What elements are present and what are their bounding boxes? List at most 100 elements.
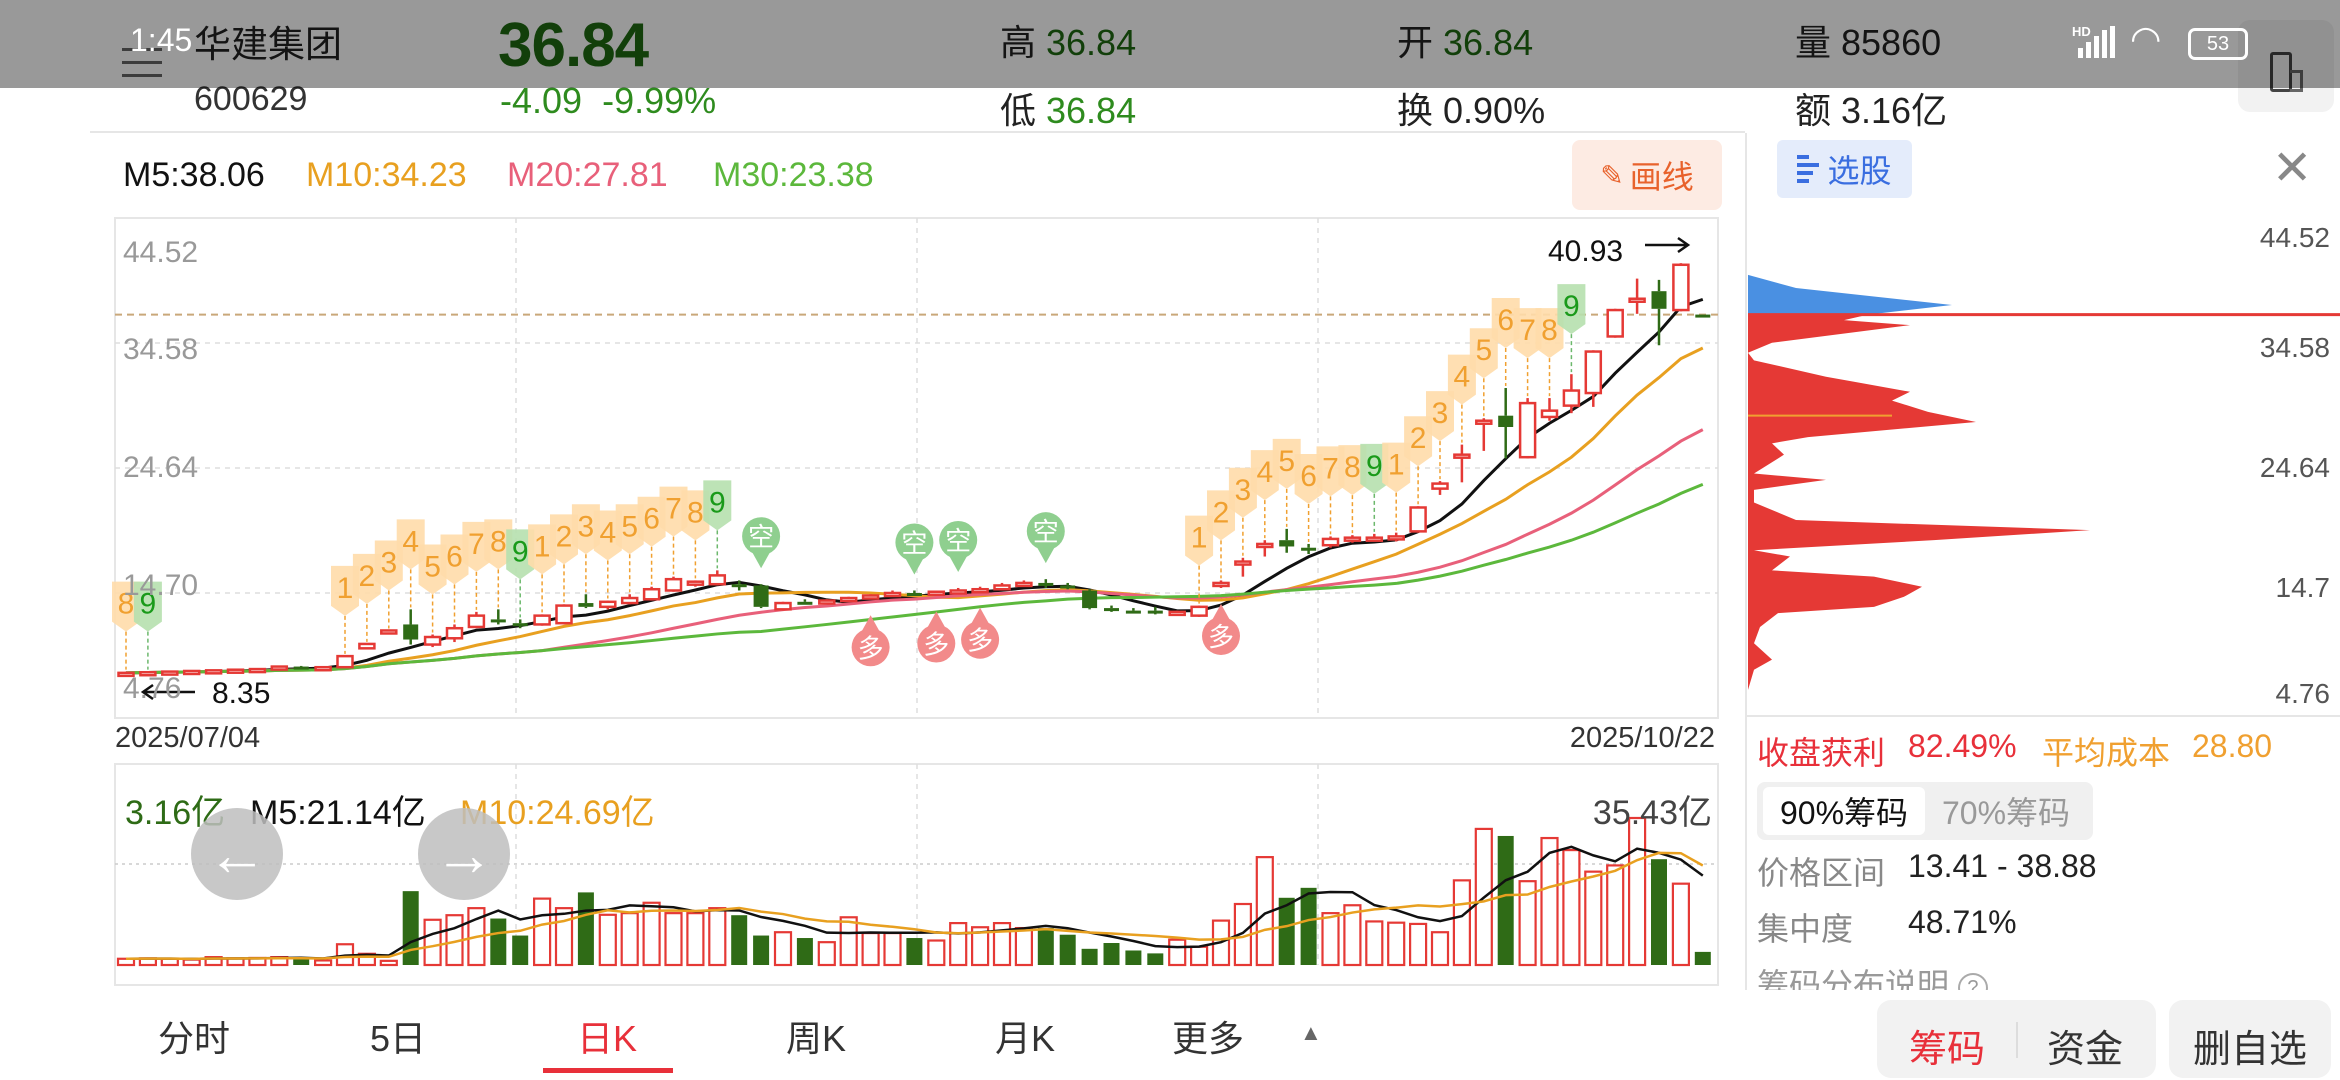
td-count-label: 9 xyxy=(709,486,726,519)
chip-y-tick: 4.76 xyxy=(2275,678,2331,709)
change-value: -4.09 xyxy=(500,80,583,121)
candle xyxy=(1104,605,1119,612)
td-count-label: 2 xyxy=(1410,422,1427,455)
volume-bar xyxy=(1562,848,1581,967)
rotate-screen-button[interactable] xyxy=(2238,20,2334,112)
stock-pick-button[interactable]: 选股 xyxy=(1777,140,1912,198)
volume-bar xyxy=(642,901,661,967)
signal-pin xyxy=(948,553,969,572)
candle xyxy=(1147,606,1163,615)
y-tick: 4.76 xyxy=(123,672,182,705)
candle xyxy=(117,671,135,678)
tab-70-chip[interactable]: 70%筹码 xyxy=(1941,795,2071,831)
candle xyxy=(1409,506,1427,533)
quote-amount: 额 3.16亿 xyxy=(1795,82,1947,134)
profit-label: 收盘获利 xyxy=(1757,735,1886,771)
volume-bar xyxy=(817,941,836,967)
candle xyxy=(1125,608,1141,614)
volume-bar xyxy=(839,916,858,967)
candle xyxy=(1475,418,1493,451)
tab-monthly-k[interactable]: 月K xyxy=(994,1018,1056,1059)
signal-pin xyxy=(1211,603,1231,622)
draw-line-button[interactable]: ✎ 画线 xyxy=(1572,140,1722,210)
td-badge xyxy=(1338,445,1367,496)
quote-value: 85860 xyxy=(1841,22,1942,63)
candle-body xyxy=(971,587,989,594)
tab-more[interactable]: 更多 xyxy=(1171,1018,1245,1059)
volume-bar xyxy=(1651,859,1667,965)
volume-bar xyxy=(1037,928,1054,965)
candle xyxy=(1343,535,1362,543)
candle-body xyxy=(1015,581,1033,588)
status-bar xyxy=(0,0,2340,88)
candle xyxy=(1540,398,1559,421)
pencil-icon: ✎ xyxy=(1600,159,1624,191)
bullish-signal xyxy=(961,620,1000,659)
volume-bar xyxy=(731,915,748,965)
td-badge xyxy=(528,524,557,575)
list-icon xyxy=(1797,155,1820,183)
caret-up-icon[interactable]: ▲ xyxy=(1300,1020,1322,1045)
volume-bar xyxy=(1408,922,1428,967)
td-badge xyxy=(374,540,403,591)
tab-5day[interactable]: 5日 xyxy=(369,1018,427,1059)
candle xyxy=(642,586,661,601)
td-count-label: 1 xyxy=(1388,449,1405,482)
candle xyxy=(161,670,179,676)
candle-body xyxy=(403,624,419,640)
candle xyxy=(1321,536,1340,548)
candle xyxy=(182,669,201,676)
candle xyxy=(753,584,769,609)
bearish-signal xyxy=(895,523,934,562)
volume-bar xyxy=(532,897,552,967)
candle-body xyxy=(555,604,573,625)
tab-weekly-k[interactable]: 周K xyxy=(785,1018,847,1059)
quote-value: 36.84 xyxy=(1046,22,1137,63)
candle xyxy=(380,629,398,635)
tab-daily-k[interactable]: 日K xyxy=(576,1018,638,1059)
td-count-label: 5 xyxy=(424,550,441,583)
volume-bar xyxy=(1606,864,1625,967)
avg-cost-value: 28.80 xyxy=(2192,728,2273,764)
volume-bar xyxy=(949,921,968,967)
candle xyxy=(204,669,223,675)
td-badge xyxy=(396,519,425,570)
wifi-icon: ◠ xyxy=(2130,18,2162,59)
candle xyxy=(1082,589,1098,610)
volume-bar xyxy=(753,935,770,965)
td-badge xyxy=(1513,308,1542,359)
candle xyxy=(708,570,727,586)
td-badge xyxy=(352,553,381,604)
high-price-label: 40.93 xyxy=(1548,235,1623,268)
scroll-left-button[interactable]: ← xyxy=(191,808,283,900)
candle-body xyxy=(949,589,967,595)
candle xyxy=(1365,533,1384,542)
scroll-right-button[interactable]: → xyxy=(418,808,510,900)
volume-bar xyxy=(293,958,310,965)
quote-value: 3.16亿 xyxy=(1841,90,1948,131)
td-badge xyxy=(506,529,535,580)
close-icon[interactable]: ✕ xyxy=(2272,142,2313,195)
volume-bar xyxy=(1452,879,1472,967)
volume-bar xyxy=(796,938,813,965)
candle-body xyxy=(1409,506,1427,533)
menu-icon[interactable] xyxy=(122,48,162,80)
candle-body xyxy=(993,584,1011,591)
remove-watchlist-button[interactable]: 删自选 xyxy=(2169,1000,2331,1078)
ma30-line xyxy=(125,482,1704,675)
tab-90-chip[interactable]: 90%筹码 xyxy=(1763,787,1925,835)
candle-body xyxy=(314,665,332,672)
candle-body xyxy=(1104,608,1119,612)
fund-button[interactable]: 资金 xyxy=(2047,1029,2124,1071)
td-badge xyxy=(1250,450,1279,501)
candle-body xyxy=(1343,536,1362,542)
price-annotations: 40.93 8.35 xyxy=(140,235,1691,710)
chip-button[interactable]: 筹码 xyxy=(1909,1029,1986,1071)
quote-label: 额 xyxy=(1795,90,1832,131)
tab-intraday[interactable]: 分时 xyxy=(157,1018,231,1059)
candle xyxy=(1060,582,1076,590)
low-price-label: 8.35 xyxy=(212,677,270,710)
battery-icon: 53 xyxy=(2188,28,2248,60)
candle-body xyxy=(358,642,376,650)
